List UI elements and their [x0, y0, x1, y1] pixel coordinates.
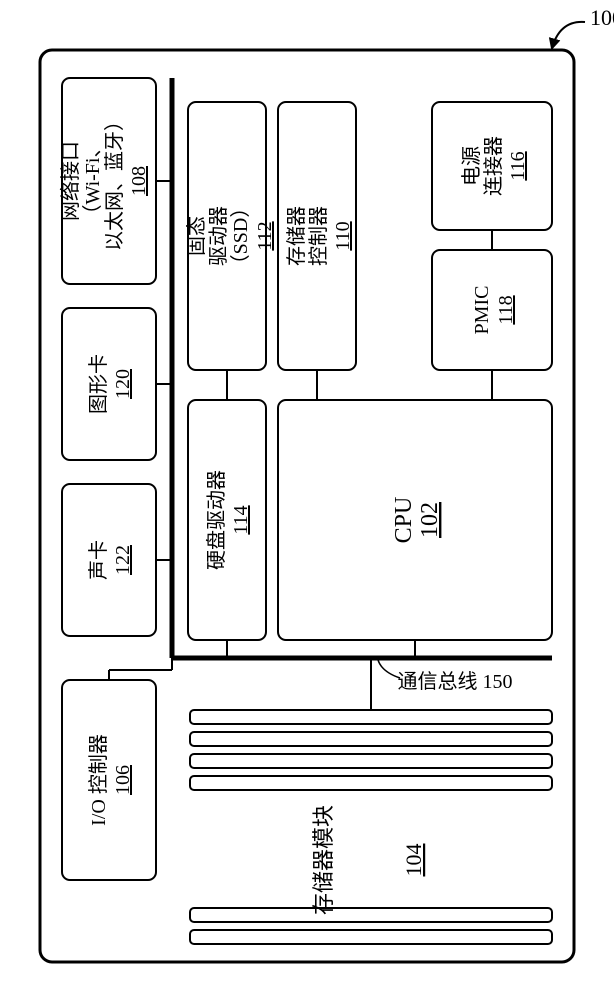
block-hdd-text: 硬盘驱动器114: [205, 470, 252, 570]
block-memory-text: 存储器模块 104: [311, 805, 426, 915]
svg-text:CPU102: CPU102: [391, 497, 443, 544]
diagram-svg: 100 通信总线 150 网络接口（Wi-Fi、以太网、蓝牙）108 图形卡12…: [0, 0, 614, 1000]
memory-slots: [190, 710, 552, 944]
svg-text:硬盘驱动器114: 硬盘驱动器114: [205, 470, 252, 570]
ref-arrow: [552, 22, 585, 48]
svg-text:104: 104: [401, 844, 426, 877]
svg-text:声卡122: 声卡122: [87, 540, 134, 580]
bus-label: 通信总线 150: [398, 670, 513, 693]
block-graphics-text: 图形卡120: [87, 354, 134, 414]
svg-text:图形卡120: 图形卡120: [87, 354, 134, 414]
block-sound-text: 声卡122: [87, 540, 134, 580]
svg-text:网络接口（Wi-Fi、以太网、蓝牙）108: 网络接口（Wi-Fi、以太网、蓝牙）108: [59, 111, 150, 251]
svg-text:存储器模块: 存储器模块: [311, 805, 336, 915]
block-network-text: 网络接口（Wi-Fi、以太网、蓝牙）108: [59, 111, 150, 251]
diagram-root: 100 通信总线 150 网络接口（Wi-Fi、以太网、蓝牙）108 图形卡12…: [0, 0, 614, 1000]
block-pmic-text: PMIC118: [471, 286, 517, 335]
svg-text:PMIC118: PMIC118: [471, 286, 517, 335]
svg-text:固态驱动器（SSD）112: 固态驱动器（SSD）112: [185, 198, 276, 275]
svg-text:存储器控制器110: 存储器控制器110: [285, 206, 354, 266]
block-power-text: 电源连接器116: [460, 136, 529, 196]
figure-ref-label: 100: [590, 5, 614, 30]
block-memctrl-text: 存储器控制器110: [285, 206, 354, 266]
block-io-text: I/O 控制器106: [87, 734, 134, 826]
svg-text:电源连接器116: 电源连接器116: [460, 136, 529, 196]
block-ssd-text: 固态驱动器（SSD）112: [185, 198, 276, 275]
block-cpu-text: CPU102: [391, 497, 443, 544]
svg-text:I/O 控制器106: I/O 控制器106: [87, 734, 134, 826]
